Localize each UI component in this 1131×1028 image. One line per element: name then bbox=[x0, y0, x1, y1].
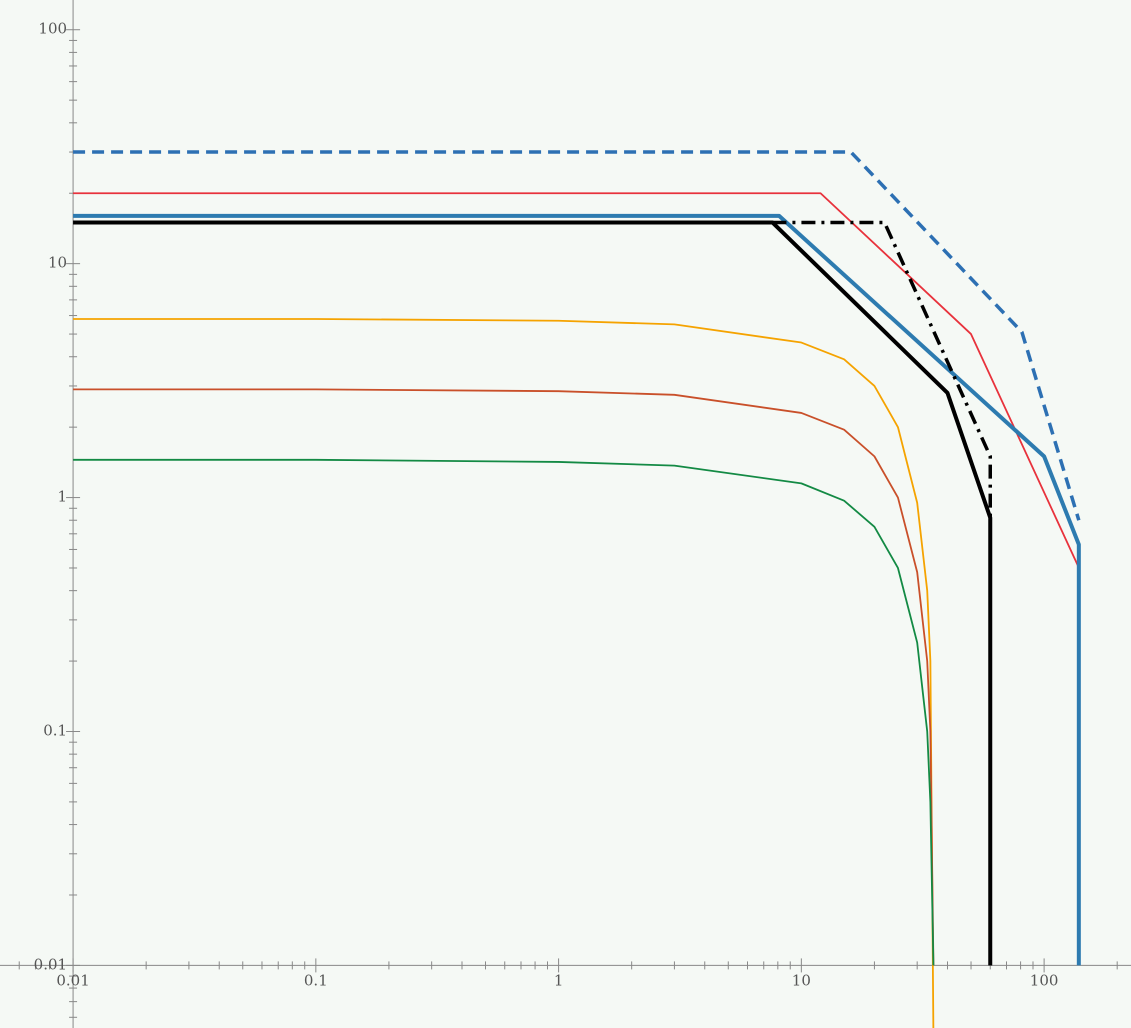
x-tick-label: 100 bbox=[1030, 971, 1059, 989]
x-tick-label: 10 bbox=[792, 971, 811, 989]
series-line bbox=[73, 213, 1081, 966]
x-tick-label: 1 bbox=[554, 971, 564, 989]
x-tick-label: 0.1 bbox=[304, 971, 328, 989]
x-tick-label: 0.01 bbox=[56, 971, 89, 989]
series-line bbox=[73, 220, 993, 966]
y-tick-label: 100 bbox=[38, 20, 67, 38]
y-tick-label: 10 bbox=[48, 254, 67, 272]
series-line bbox=[73, 388, 935, 966]
y-tick-label: 0.1 bbox=[43, 721, 67, 739]
series-line bbox=[73, 318, 935, 1028]
series-line bbox=[772, 220, 992, 966]
y-tick-label: 1 bbox=[58, 488, 68, 506]
series-line bbox=[73, 458, 935, 966]
series-line bbox=[73, 192, 1079, 567]
y-tick-label: 0.01 bbox=[34, 955, 67, 973]
series-line bbox=[73, 150, 1081, 521]
